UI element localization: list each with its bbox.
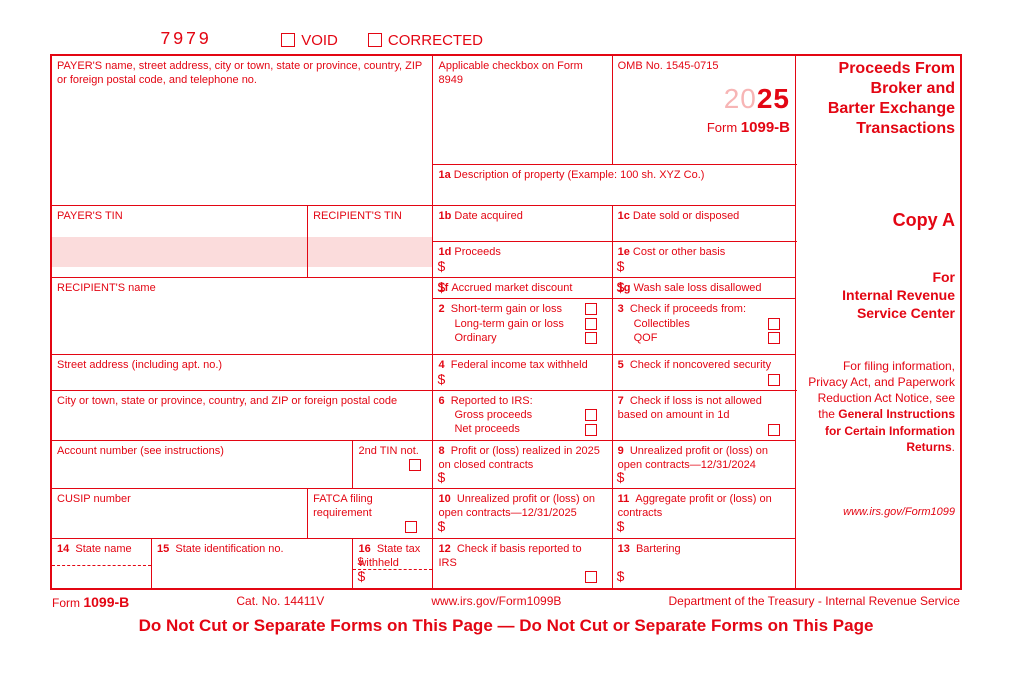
payer-tin-box: PAYER'S TIN <box>52 206 308 278</box>
box-7: 7 Check if loss is not allowed based on … <box>612 390 795 440</box>
box-2-lt-checkbox[interactable] <box>585 318 597 330</box>
form-footer: Form 1099-B Cat. No. 14411V www.irs.gov/… <box>50 590 962 612</box>
box-3: 3 Check if proceeds from: Collectibles Q… <box>612 299 795 355</box>
applicable-checkbox-box[interactable]: Applicable checkbox on Form 8949 <box>433 56 612 165</box>
fatca-box: FATCA filing requirement <box>308 488 433 538</box>
tax-year: 2025 <box>618 81 790 117</box>
department-label: Department of the Treasury - Internal Re… <box>668 594 959 610</box>
box-3-qof-checkbox[interactable] <box>768 332 780 344</box>
street-address-box[interactable]: Street address (including apt. no.) <box>52 355 433 391</box>
payer-tin-input[interactable] <box>52 237 307 267</box>
box-2: 2 Short-term gain or loss Long-term gain… <box>433 299 612 355</box>
box-1b[interactable]: 1b Date acquired <box>433 206 612 242</box>
box-15[interactable]: 15 State identification no. <box>152 538 353 588</box>
form-sequence-number: 7979 <box>160 30 211 50</box>
account-number-box[interactable]: Account number (see instructions) <box>52 440 353 488</box>
recipient-tin-input[interactable] <box>308 237 432 267</box>
form-top-row: 7979 VOID CORRECTED <box>50 30 962 50</box>
box-16[interactable]: 16 State tax withheld $ $ <box>353 538 433 588</box>
box-7-checkbox[interactable] <box>768 424 780 436</box>
filing-info-box: For filing information, Privacy Act, and… <box>796 355 961 588</box>
catalog-number: Cat. No. 14411V <box>236 594 324 610</box>
box-12-checkbox[interactable] <box>585 571 597 583</box>
box-1c[interactable]: 1c Date sold or disposed <box>612 206 795 242</box>
cusip-box[interactable]: CUSIP number <box>52 488 308 538</box>
box-14[interactable]: 14 State name <box>52 538 152 588</box>
do-not-cut-warning: Do Not Cut or Separate Forms on This Pag… <box>50 616 962 636</box>
second-tin-box: 2nd TIN not. <box>353 440 433 488</box>
omb-year-box: OMB No. 1545-0715 2025 Form 1099-B <box>612 56 795 165</box>
city-box[interactable]: City or town, state or province, country… <box>52 390 433 440</box>
box-5: 5 Check if noncovered security <box>612 355 795 391</box>
recipient-tin-box: RECIPIENT'S TIN <box>308 206 433 278</box>
corrected-label: CORRECTED <box>388 32 483 49</box>
box-8[interactable]: 8 Profit or (loss) realized in 2025 on c… <box>433 440 612 488</box>
box-2-st-checkbox[interactable] <box>585 303 597 315</box>
box-5-checkbox[interactable] <box>768 374 780 386</box>
box-12: 12 Check if basis reported to IRS <box>433 538 612 588</box>
fatca-checkbox[interactable] <box>405 521 417 533</box>
box-11[interactable]: 11 Aggregate profit or (loss) on contrac… <box>612 488 795 538</box>
recipient-name-box[interactable]: RECIPIENT'S name <box>52 278 433 355</box>
corrected-checkbox[interactable] <box>368 33 382 47</box>
copy-a-box: Copy A For Internal Revenue Service Cent… <box>796 206 961 355</box>
box-1g[interactable]: 1g Wash sale loss disallowed $ <box>612 278 795 299</box>
box-2-ord-checkbox[interactable] <box>585 332 597 344</box>
form-number-label: Form 1099-B <box>618 118 790 138</box>
void-label: VOID <box>301 32 338 49</box>
box-6-gross-checkbox[interactable] <box>585 409 597 421</box>
box-1d[interactable]: 1d Proceeds $ <box>433 242 612 278</box>
payer-address-box[interactable]: PAYER'S name, street address, city or to… <box>52 56 433 206</box>
box-9[interactable]: 9 Unrealized profit or (loss) on open co… <box>612 440 795 488</box>
box-3-coll-checkbox[interactable] <box>768 318 780 330</box>
box-13[interactable]: 13 Bartering $ <box>612 538 795 588</box>
form-title-box: Proceeds From Broker and Barter Exchange… <box>796 56 961 206</box>
irs-form1099-link[interactable]: www.irs.gov/Form1099 <box>843 506 955 518</box>
box-10[interactable]: 10 Unrealized profit or (loss) on open c… <box>433 488 612 538</box>
box-1f[interactable]: 1f Accrued market discount $ <box>433 278 612 299</box>
box-1a[interactable]: 1a Description of property (Example: 100… <box>433 165 796 206</box>
box-6: 6 Reported to IRS: Gross proceeds Net pr… <box>433 390 612 440</box>
form-1099b: PAYER'S name, street address, city or to… <box>50 54 962 590</box>
box-4[interactable]: 4 Federal income tax withheld $ <box>433 355 612 391</box>
box-6-net-checkbox[interactable] <box>585 424 597 436</box>
void-checkbox[interactable] <box>281 33 295 47</box>
second-tin-checkbox[interactable] <box>409 459 421 471</box>
form-url: www.irs.gov/Form1099B <box>431 594 561 610</box>
box-1e[interactable]: 1e Cost or other basis $ <box>612 242 795 278</box>
